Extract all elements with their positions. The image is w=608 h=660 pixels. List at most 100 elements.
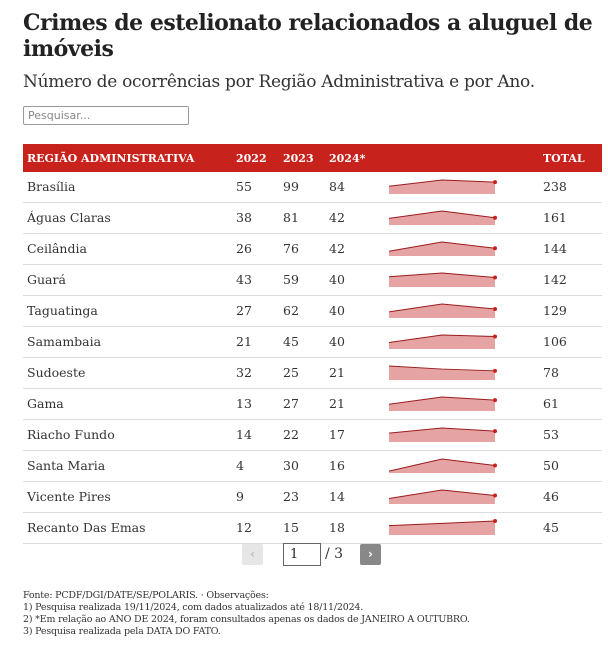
page-subtitle: Número de ocorrências por Região Adminis…: [23, 72, 535, 92]
cell-2023: 76: [283, 241, 299, 256]
sparkline-area: [389, 521, 495, 535]
sparkline: [388, 427, 497, 442]
sparkline: [388, 458, 497, 473]
header-total[interactable]: TOTAL: [543, 152, 585, 165]
table-header: REGIÃO ADMINISTRATIVA 2022 2023 2024* TO…: [23, 144, 602, 172]
prev-page-button[interactable]: ‹: [242, 544, 263, 565]
cell-total: 142: [543, 272, 567, 287]
cell-region: Samambaia: [27, 334, 102, 349]
table-row: Guará 43 59 40 142: [23, 265, 602, 296]
cell-2023: 30: [283, 458, 299, 473]
cell-2024: 40: [329, 272, 345, 287]
cell-total: 78: [543, 365, 559, 380]
header-2023[interactable]: 2023: [283, 152, 314, 165]
cell-2023: 25: [283, 365, 299, 380]
table-row: Brasília 55 99 84 238: [23, 172, 602, 203]
note-2: 2) *Em relação ao ANO DE 2024, foram con…: [23, 614, 470, 625]
sparkline-line: [388, 458, 496, 472]
sparkline-area: [389, 397, 495, 411]
cell-total: 106: [543, 334, 567, 349]
note-3: 3) Pesquisa realizada pela DATA DO FATO.: [23, 626, 221, 637]
cell-region: Águas Claras: [27, 210, 111, 225]
sparkline: [388, 396, 497, 411]
header-2022[interactable]: 2022: [236, 152, 267, 165]
cell-2023: 22: [283, 427, 299, 442]
data-table: REGIÃO ADMINISTRATIVA 2022 2023 2024* TO…: [23, 144, 602, 544]
cell-2022: 21: [236, 334, 252, 349]
cell-total: 238: [543, 179, 567, 194]
page-count: / 3: [325, 546, 344, 562]
sparkline-line: [388, 303, 496, 313]
cell-2024: 42: [329, 210, 345, 225]
cell-2022: 26: [236, 241, 252, 256]
cell-region: Santa Maria: [27, 458, 106, 473]
cell-2024: 84: [329, 179, 345, 194]
cell-2023: 23: [283, 489, 299, 504]
sparkline-area: [389, 180, 495, 194]
search-input[interactable]: [23, 106, 189, 125]
sparkline-dot: [493, 368, 497, 373]
table-row: Águas Claras 38 81 42 161: [23, 203, 602, 234]
cell-region: Sudoeste: [27, 365, 86, 380]
cell-region: Brasília: [27, 179, 76, 194]
table-row: Samambaia 21 45 40 106: [23, 327, 602, 358]
sparkline-dot: [493, 334, 497, 339]
sparkline-line: [388, 489, 496, 500]
cell-2024: 42: [329, 241, 345, 256]
page-number-input[interactable]: [283, 543, 321, 566]
cell-region: Taguatinga: [27, 303, 98, 318]
table-row: Recanto Das Emas 12 15 18 45: [23, 513, 602, 544]
next-page-button[interactable]: ›: [360, 544, 381, 565]
cell-2024: 16: [329, 458, 345, 473]
cell-total: 129: [543, 303, 567, 318]
sparkline: [388, 210, 497, 225]
cell-2022: 55: [236, 179, 252, 194]
sparkline: [388, 489, 497, 504]
sparkline-dot: [493, 215, 497, 220]
cell-2022: 43: [236, 272, 252, 287]
cell-total: 161: [543, 210, 567, 225]
cell-2023: 15: [283, 520, 299, 535]
table-row: Taguatinga 27 62 40 129: [23, 296, 602, 327]
sparkline-line: [388, 210, 496, 219]
cell-region: Guará: [27, 272, 66, 287]
note-1: 1) Pesquisa realizada 19/11/2024, com da…: [23, 602, 364, 613]
header-region[interactable]: REGIÃO ADMINISTRATIVA: [27, 152, 195, 165]
cell-total: 144: [543, 241, 567, 256]
cell-2022: 14: [236, 427, 252, 442]
sparkline-line: [388, 365, 496, 372]
pagination: ‹ / 3 ›: [0, 543, 608, 567]
sparkline: [388, 179, 497, 194]
sparkline-dot: [493, 306, 497, 311]
cell-2022: 13: [236, 396, 252, 411]
cell-2024: 18: [329, 520, 345, 535]
cell-2023: 45: [283, 334, 299, 349]
cell-region: Gama: [27, 396, 64, 411]
sparkline-dot: [493, 398, 497, 403]
sparkline: [388, 365, 497, 380]
table-row: Gama 13 27 21 61: [23, 389, 602, 420]
sparkline: [388, 241, 497, 256]
table-body: Brasília 55 99 84 238 Águas Claras 38 81 42 161 Ce…: [23, 172, 602, 544]
cell-region: Riacho Fundo: [27, 427, 115, 442]
sparkline-line: [388, 520, 496, 527]
cell-total: 46: [543, 489, 559, 504]
cell-2023: 99: [283, 179, 299, 194]
cell-total: 61: [543, 396, 559, 411]
cell-total: 53: [543, 427, 559, 442]
sparkline-area: [389, 428, 495, 442]
sparkline-line: [388, 334, 496, 343]
cell-region: Recanto Das Emas: [27, 520, 146, 535]
sparkline-dot: [493, 180, 497, 185]
cell-2022: 12: [236, 520, 252, 535]
sparkline-dot: [493, 463, 497, 468]
cell-total: 50: [543, 458, 559, 473]
sparkline-area: [389, 273, 495, 287]
cell-2022: 4: [236, 458, 244, 473]
header-2024[interactable]: 2024*: [329, 152, 366, 165]
cell-2024: 40: [329, 334, 345, 349]
sparkline-area: [389, 490, 495, 504]
page-title: Crimes de estelionato relacionados a alu…: [23, 10, 593, 62]
sparkline: [388, 272, 497, 287]
cell-2023: 62: [283, 303, 299, 318]
